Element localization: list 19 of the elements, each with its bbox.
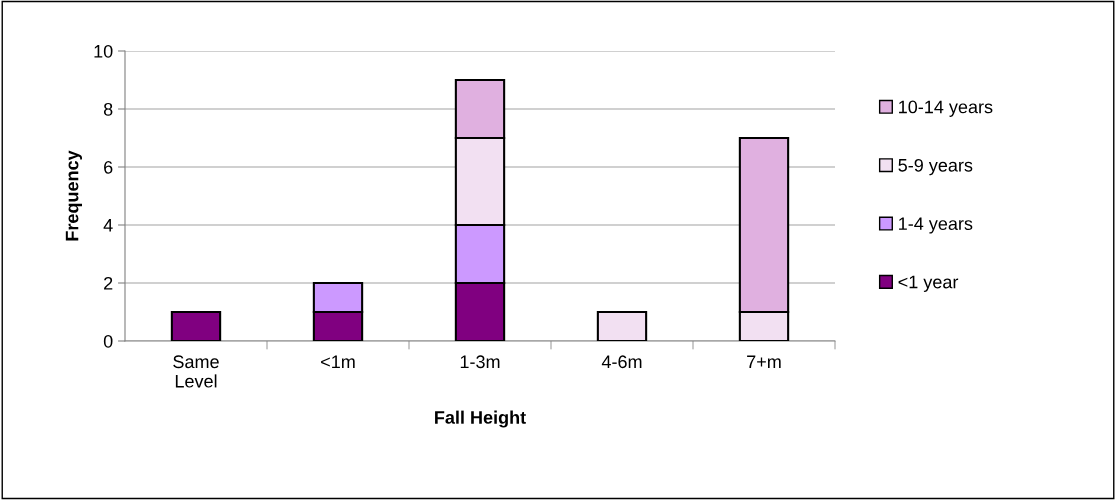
y-tick-label: 2 bbox=[104, 276, 113, 290]
y-tick-label: 4 bbox=[103, 219, 113, 232]
legend-label: 5-9 years bbox=[898, 158, 973, 176]
y-tick-label: 8 bbox=[103, 102, 113, 116]
x-tick-label: 7+m bbox=[747, 355, 781, 368]
x-tick-label: Same Level bbox=[173, 355, 219, 388]
legend-label: <1 year bbox=[898, 275, 959, 292]
y-tick-label: 0 bbox=[103, 334, 113, 348]
y-axis-title: Frequency bbox=[65, 150, 82, 241]
bar bbox=[170, 310, 222, 341]
y-tick-label: 10 bbox=[94, 44, 113, 58]
y-tick-label: 6 bbox=[104, 160, 113, 174]
x-tick-label: 1-3m bbox=[460, 355, 500, 369]
bar bbox=[596, 310, 648, 341]
legend-label: 10-14 years bbox=[899, 100, 993, 117]
x-tick-label: <1m bbox=[321, 355, 355, 368]
x-tick-label: 4-6m bbox=[601, 355, 642, 369]
x-axis-title: Fall Height bbox=[435, 410, 526, 428]
legend-label: 1-4 years bbox=[899, 217, 973, 234]
